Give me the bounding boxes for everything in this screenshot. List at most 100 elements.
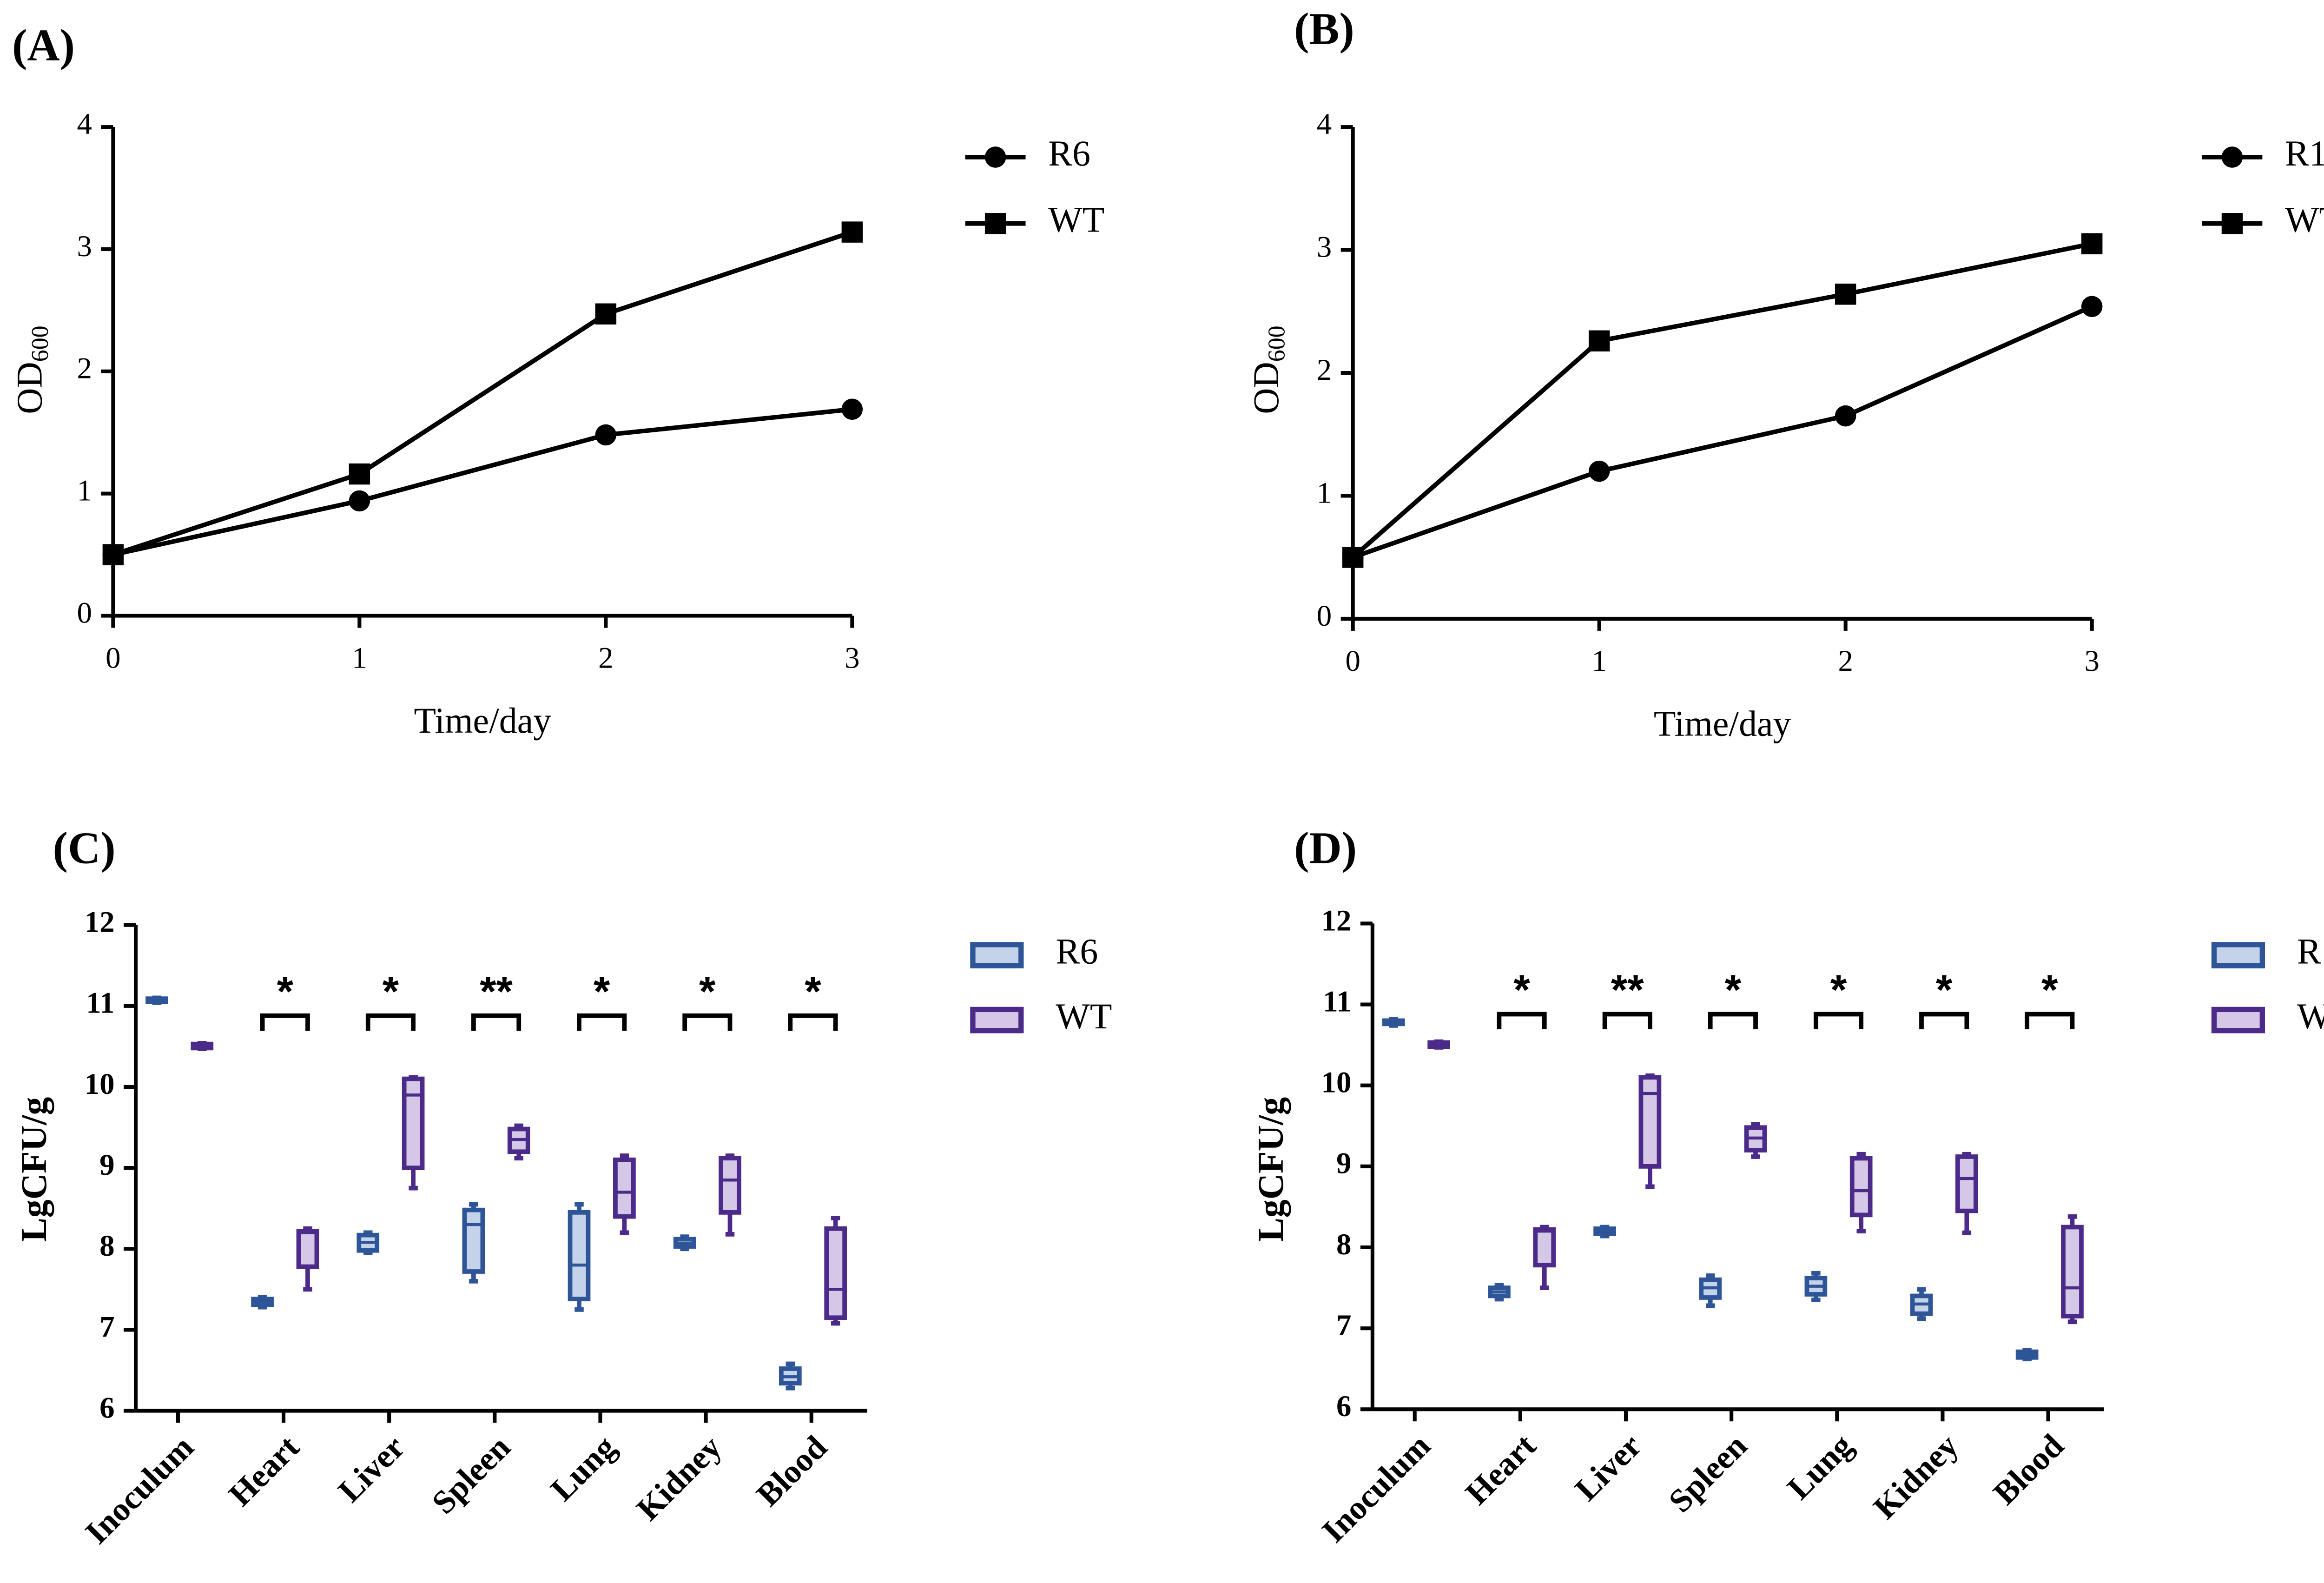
significance-label: ** (1611, 967, 1644, 1013)
x-axis-label: Time/day (1654, 703, 1791, 743)
box (1638, 1075, 1662, 1169)
marker (841, 398, 863, 420)
y-tick-label: 7 (1336, 1309, 1351, 1342)
box (2061, 1225, 2084, 1318)
x-tick-label: Blood (750, 1429, 834, 1513)
marker (2081, 296, 2103, 317)
y-tick-label: 11 (86, 987, 114, 1020)
y-tick-label: 0 (1317, 599, 1332, 633)
significance-label: ** (480, 968, 513, 1015)
x-tick-label: Spleen (1662, 1427, 1754, 1520)
y-tick-label: 1 (77, 474, 92, 508)
significance-bracket (260, 1013, 310, 1031)
legend-label: R6 (1048, 133, 1090, 173)
series-line (112, 407, 852, 557)
y-axis-label: OD600 (1246, 325, 1290, 414)
significance-label: * (383, 968, 399, 1015)
box (568, 1210, 591, 1302)
y-tick-label: 2 (1317, 353, 1332, 387)
y-tick-label: 4 (77, 107, 92, 141)
marker (1835, 405, 1856, 427)
y-tick-label: 11 (1323, 985, 1351, 1018)
marker (1835, 284, 1856, 305)
box (719, 1156, 741, 1215)
box (613, 1157, 636, 1219)
box (1533, 1227, 1556, 1268)
legend-marker (2221, 146, 2243, 168)
significance-bracket (1708, 1012, 1758, 1029)
marker (1342, 547, 1364, 568)
legend-label: WT (1048, 200, 1104, 240)
marker (1588, 460, 1610, 482)
y-tick-label: 10 (85, 1067, 115, 1101)
x-tick-label: Inoculum (1315, 1427, 1437, 1550)
legend-swatch (970, 1007, 1024, 1033)
x-tick-label: 1 (1591, 644, 1606, 678)
significance-bracket (2025, 1012, 2075, 1029)
legend-label: WT (1056, 996, 1112, 1036)
marker (595, 424, 617, 446)
legend-label: WT (2285, 200, 2324, 240)
marker (841, 221, 863, 243)
significance-bracket (1813, 1012, 1864, 1029)
legend-label: R11 (2285, 133, 2324, 173)
x-tick-label: Kidney (1866, 1427, 1965, 1526)
x-tick-label: Heart (1459, 1427, 1543, 1512)
y-axis-label: OD600 (9, 325, 53, 414)
significance-bracket (365, 1013, 416, 1031)
legend-label: R6 (1056, 931, 1098, 971)
y-tick-label: 6 (1336, 1390, 1351, 1423)
x-tick-label: 0 (106, 642, 120, 675)
series-line (112, 230, 853, 557)
y-axis-label-subscript: 600 (1264, 325, 1290, 362)
significance-label: * (1936, 967, 1953, 1013)
significance-bracket (471, 1013, 522, 1031)
box (824, 1226, 847, 1320)
y-axis-label-main: OD (9, 362, 49, 414)
series-line (1351, 241, 2093, 559)
significance-bracket (1919, 1012, 1969, 1029)
significance-label: * (1725, 967, 1742, 1013)
x-tick-label: 2 (598, 642, 613, 675)
x-tick-label: Liver (1568, 1427, 1649, 1508)
legend-label: WT (2297, 996, 2324, 1036)
significance-label: * (594, 968, 610, 1015)
y-axis-label: LgCFU/g (14, 1097, 54, 1242)
marker (349, 463, 370, 485)
y-tick-label: 12 (1321, 904, 1352, 937)
y-axis-label-subscript: 600 (27, 325, 53, 362)
marker (2081, 233, 2103, 255)
x-tick-label: Spleen (425, 1429, 517, 1521)
series-line (1352, 304, 2093, 560)
significance-bracket (788, 1013, 838, 1031)
significance-label: * (699, 968, 716, 1015)
x-tick-label: Liver (331, 1429, 412, 1510)
y-tick-label: 12 (85, 906, 115, 939)
x-tick-label: 2 (1838, 644, 1853, 678)
y-tick-label: 2 (77, 352, 92, 385)
y-tick-label: 1 (1317, 476, 1332, 510)
x-tick-label: Lung (543, 1429, 623, 1508)
y-axis-label-main: OD (1246, 362, 1286, 414)
significance-label: * (1830, 967, 1847, 1013)
box (1849, 1156, 1873, 1218)
y-tick-label: 8 (99, 1229, 114, 1263)
panel-label: (C) (53, 823, 116, 873)
legend-swatch (2211, 1007, 2265, 1033)
panel-label: (B) (1294, 4, 1354, 54)
legend-marker (984, 146, 1006, 168)
x-axis-label: Time/day (414, 701, 552, 741)
y-tick-label: 3 (77, 230, 92, 263)
y-axis-label: LgCFU/g (1251, 1097, 1291, 1242)
y-tick-label: 3 (1317, 230, 1332, 264)
box (1955, 1154, 1978, 1213)
legend-marker (984, 213, 1006, 234)
panel-label: (D) (1294, 823, 1357, 873)
marker (1588, 330, 1610, 351)
box (402, 1076, 425, 1170)
x-tick-label: 3 (845, 642, 859, 675)
y-tick-label: 7 (99, 1310, 114, 1344)
significance-bracket (577, 1013, 627, 1031)
legend-swatch (970, 942, 1024, 968)
